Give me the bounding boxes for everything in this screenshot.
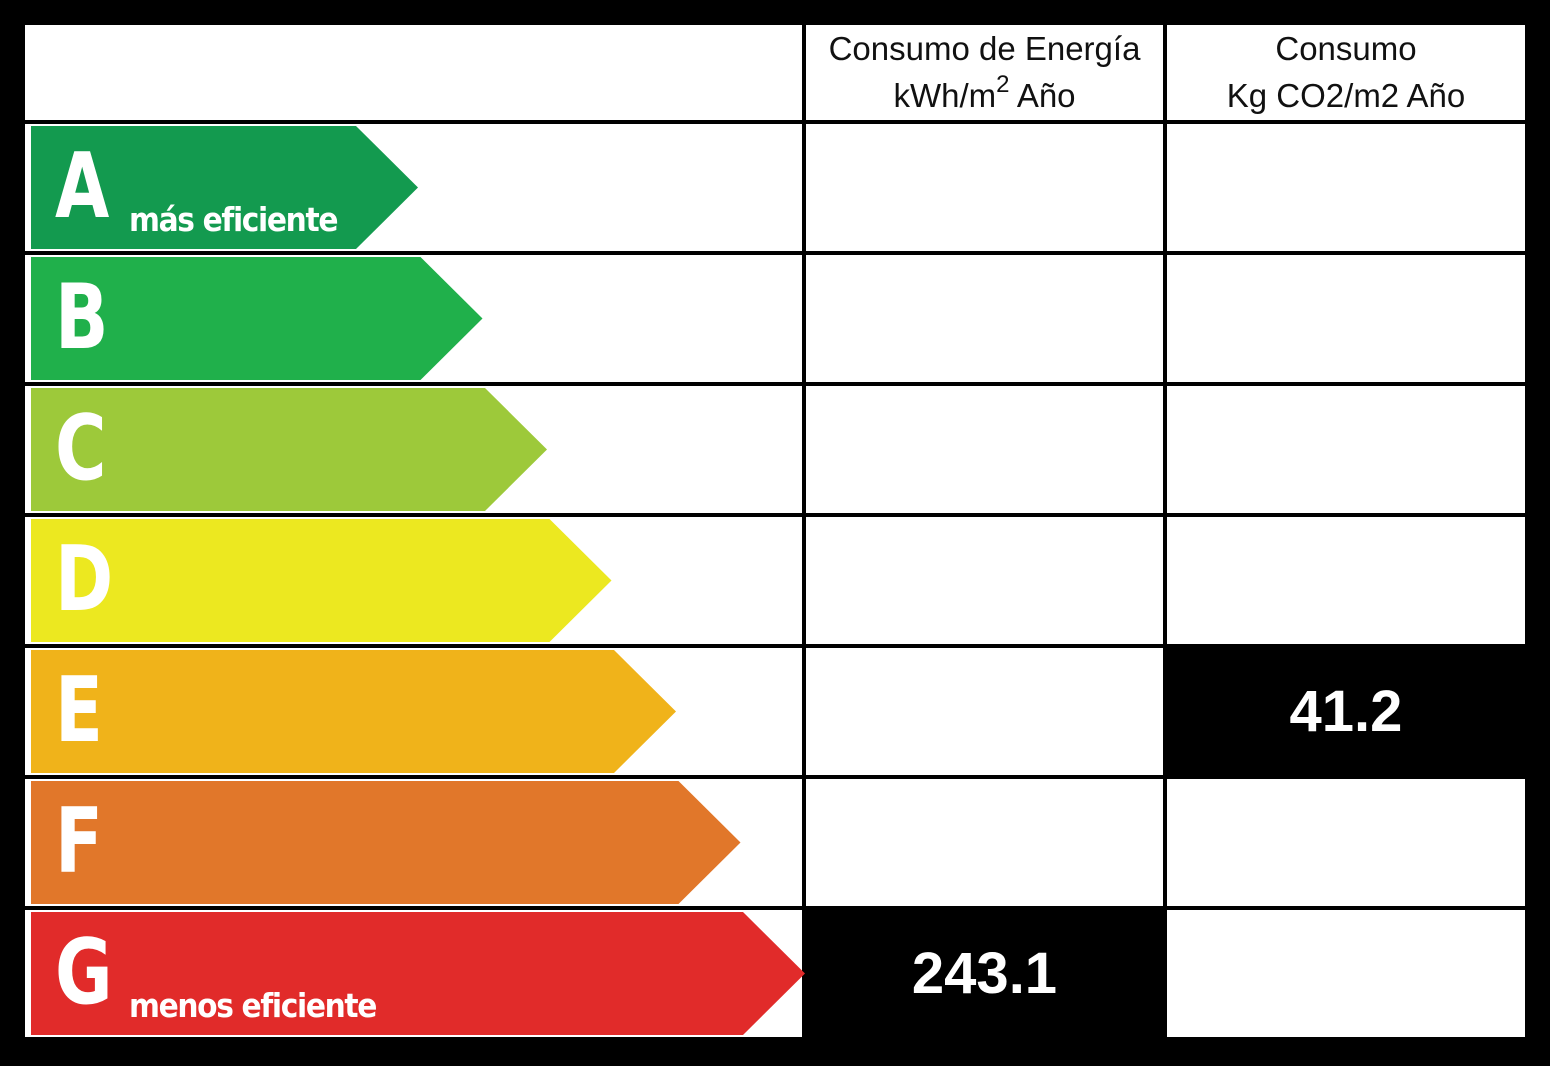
rating-label-cell-c: C bbox=[25, 386, 802, 513]
energy-rating-table: Consumo de Energía kWh/m2 Año Consumo Kg… bbox=[22, 22, 1528, 1044]
rating-letter-b: B bbox=[55, 265, 109, 370]
rating-letter-f: F bbox=[55, 789, 103, 894]
rating-label-cell-f: F bbox=[25, 779, 802, 906]
rating-arrow-b bbox=[31, 257, 483, 380]
rating-arrow-f bbox=[31, 781, 741, 904]
rating-arrow-c bbox=[31, 388, 547, 511]
co2-value-cell-a bbox=[1167, 124, 1525, 251]
header-co2-line2: Kg CO2/m2 Año bbox=[1226, 76, 1466, 114]
energy-value-cell-d bbox=[806, 517, 1163, 644]
co2-value-cell-b bbox=[1167, 255, 1525, 382]
energy-value-cell-g: 243.1 bbox=[806, 910, 1163, 1037]
header-energy-line1: Consumo de Energía bbox=[828, 30, 1141, 68]
header-co2-line1: Consumo bbox=[1275, 30, 1417, 68]
energy-value-cell-e bbox=[806, 648, 1163, 775]
rating-sublabel-g: menos eficiente bbox=[129, 986, 377, 1025]
co2-value-cell-d bbox=[1167, 517, 1525, 644]
rating-arrow-a bbox=[31, 126, 418, 249]
rating-letter-g: G bbox=[55, 920, 113, 1025]
rating-letter-e: E bbox=[55, 658, 103, 763]
energy-value-cell-c bbox=[806, 386, 1163, 513]
co2-value-cell-g bbox=[1167, 910, 1525, 1037]
header-energy-consumption: Consumo de Energía kWh/m2 Año bbox=[806, 25, 1163, 120]
co2-value-cell-f bbox=[1167, 779, 1525, 906]
rating-label-cell-e: E bbox=[25, 648, 802, 775]
rating-label-cell-d: D bbox=[25, 517, 802, 644]
rating-letter-a: A bbox=[55, 134, 110, 239]
rating-letter-d: D bbox=[55, 527, 114, 632]
rating-label-cell-b: B bbox=[25, 255, 802, 382]
rating-letter-c: C bbox=[55, 396, 107, 501]
header-co2-consumption: Consumo Kg CO2/m2 Año bbox=[1167, 25, 1525, 120]
rating-arrow-d bbox=[31, 519, 612, 642]
energy-value-cell-b bbox=[806, 255, 1163, 382]
header-energy-line2: kWh/m2 Año bbox=[893, 70, 1076, 114]
co2-value-cell-c bbox=[1167, 386, 1525, 513]
energy-value-cell-f bbox=[806, 779, 1163, 906]
rating-sublabel-a: más eficiente bbox=[129, 200, 338, 239]
energy-value-cell-a bbox=[806, 124, 1163, 251]
co2-value-cell-e: 41.2 bbox=[1167, 648, 1525, 775]
rating-arrow-e bbox=[31, 650, 676, 773]
rating-arrow-g bbox=[31, 912, 805, 1035]
header-blank-cell bbox=[25, 25, 802, 120]
